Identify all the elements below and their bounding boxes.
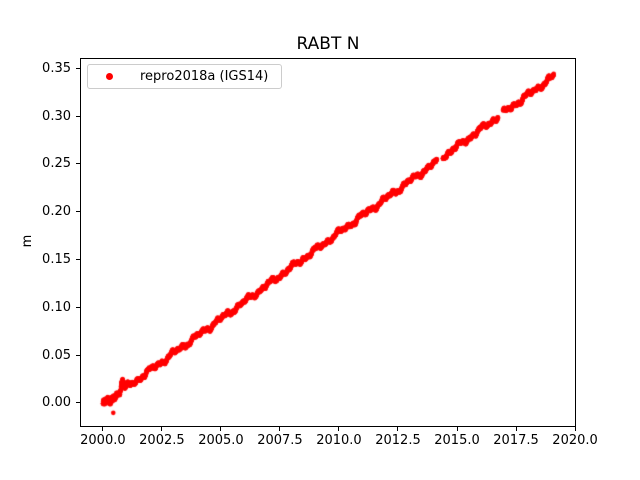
legend-marker-icon [106, 73, 113, 80]
y-tick-label: 0.35 [42, 60, 71, 76]
x-tick-mark [279, 427, 281, 431]
y-tick-mark [76, 163, 80, 165]
y-tick-label: 0.10 [42, 299, 71, 315]
x-tick-mark [102, 427, 104, 431]
x-tick-label: 2000.0 [80, 433, 126, 448]
y-tick-label: 0.00 [42, 395, 71, 411]
x-tick-mark [456, 427, 458, 431]
x-tick-mark [574, 427, 576, 431]
legend-label: repro2018a (IGS14) [140, 69, 269, 84]
y-tick-mark [76, 211, 80, 213]
y-tick-label: 0.05 [42, 347, 71, 363]
y-axis-label: m [20, 234, 35, 248]
y-tick-mark [76, 115, 80, 117]
x-tick-label: 2020.0 [552, 433, 598, 448]
chart-title: RABT N [296, 34, 360, 54]
y-tick-mark [76, 402, 80, 404]
scatter-points-canvas [80, 58, 576, 427]
x-tick-label: 2007.5 [257, 433, 303, 448]
y-tick-mark [76, 354, 80, 356]
x-tick-mark [515, 427, 517, 431]
legend: repro2018a (IGS14) [87, 64, 283, 89]
y-tick-label: 0.25 [42, 156, 71, 172]
y-tick-mark [76, 306, 80, 308]
x-tick-mark [161, 427, 163, 431]
y-tick-mark [76, 258, 80, 260]
x-tick-label: 2017.5 [493, 433, 539, 448]
x-tick-mark [397, 427, 399, 431]
x-tick-mark [220, 427, 222, 431]
x-tick-label: 2002.5 [139, 433, 185, 448]
y-tick-label: 0.20 [42, 204, 71, 220]
y-tick-mark [76, 67, 80, 69]
x-tick-mark [338, 427, 340, 431]
x-tick-label: 2010.0 [316, 433, 362, 448]
x-tick-label: 2015.0 [434, 433, 480, 448]
x-tick-label: 2005.0 [198, 433, 244, 448]
y-tick-label: 0.15 [42, 251, 71, 267]
y-tick-label: 0.30 [42, 108, 71, 124]
x-tick-label: 2012.5 [375, 433, 421, 448]
